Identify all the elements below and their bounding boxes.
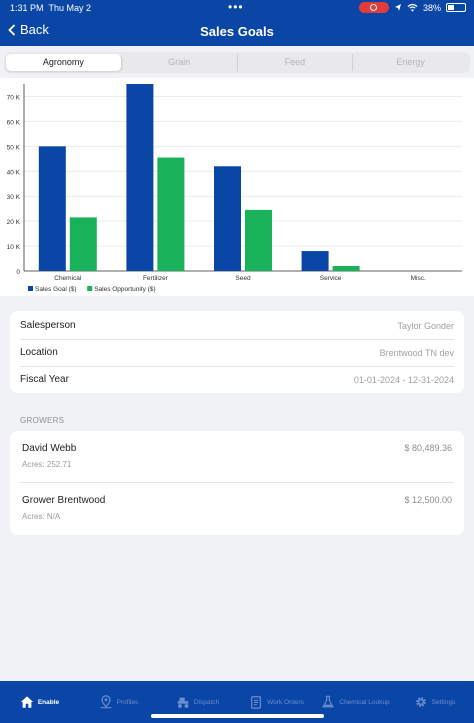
bar-chemical-series-2 bbox=[69, 217, 97, 271]
tabbar-label: Work Orders bbox=[267, 698, 304, 706]
grower-amount: $ 80,489.36 bbox=[404, 443, 452, 453]
location-value: Brentwood TN dev bbox=[379, 347, 454, 358]
growers-section-label: GROWERS bbox=[20, 416, 65, 425]
grower-row-david-webb[interactable]: David Webb Acres: 252.71 $ 80,489.36 bbox=[22, 431, 452, 483]
fiscal-year-label: Fiscal Year bbox=[20, 374, 69, 385]
clipboard-icon bbox=[251, 696, 262, 709]
divider bbox=[20, 339, 454, 340]
x-tick-label: Misc. bbox=[411, 275, 426, 282]
x-tick-label: Chemical bbox=[54, 275, 82, 282]
bar-seed-series-2 bbox=[245, 209, 272, 271]
bar-fertilizer-series-2 bbox=[157, 157, 185, 271]
legend-label: Sales Goal ($) bbox=[35, 286, 77, 293]
tabbar-chemical-lookup[interactable]: Chemical Lookup bbox=[316, 681, 395, 723]
tabbar-label: Profiles bbox=[116, 698, 139, 706]
divider bbox=[20, 482, 454, 483]
page-title: Sales Goals bbox=[200, 24, 274, 39]
home-icon bbox=[20, 696, 33, 708]
grower-name: Grower Brentwood bbox=[22, 495, 106, 506]
grower-acres: Acres: 252.71 bbox=[22, 460, 72, 469]
grower-row-grower-brentwood[interactable]: Grower Brentwood Acres: N/A $ 12,500.00 bbox=[22, 483, 452, 535]
grower-name: David Webb bbox=[22, 443, 77, 454]
x-tick-label: Seed bbox=[235, 275, 251, 282]
bar-chemical-series-1 bbox=[38, 146, 66, 271]
status-right: 38% bbox=[358, 2, 466, 13]
tabbar-label: Dispatch bbox=[193, 698, 220, 706]
back-label: Back bbox=[20, 22, 49, 37]
sales-goals-chart: 0 10 K 20 K 30 K 40 K 50 K 60 K 70 K Chemical Fer… bbox=[0, 78, 474, 296]
salesperson-row: Salesperson Taylor Gonder bbox=[20, 312, 454, 339]
battery-icon bbox=[446, 3, 466, 12]
nav-header: 1:31 PM Thu May 2 ••• 38% Back Sales Goa… bbox=[0, 0, 474, 46]
divider bbox=[20, 366, 454, 367]
screen-record-icon bbox=[358, 2, 389, 13]
salesperson-value: Taylor Gonder bbox=[397, 320, 454, 331]
info-card: Salesperson Taylor Gonder Location Brent… bbox=[10, 311, 464, 393]
growers-card: David Webb Acres: 252.71 $ 80,489.36 Gro… bbox=[10, 431, 464, 535]
y-tick-label: 0 bbox=[16, 269, 20, 276]
tab-agronomy[interactable]: Agronomy bbox=[6, 54, 122, 71]
location-label: Location bbox=[20, 347, 58, 358]
home-indicator bbox=[151, 714, 324, 718]
category-segmented-control: Agronomy Grain Feed Energy bbox=[4, 52, 470, 73]
y-tick-label: 50 K bbox=[7, 144, 21, 151]
y-tick-label: 40 K bbox=[7, 169, 21, 176]
tab-grain[interactable]: Grain bbox=[122, 54, 238, 71]
tabbar-dispatch[interactable]: Dispatch bbox=[158, 681, 237, 723]
bar-seed-series-1 bbox=[214, 166, 241, 271]
tabbar-label: Settings bbox=[431, 698, 456, 706]
tab-energy[interactable]: Energy bbox=[396, 57, 425, 67]
grower-amount: $ 12,500.00 bbox=[404, 495, 452, 505]
gear-icon bbox=[415, 697, 426, 707]
status-bar: 1:31 PM Thu May 2 ••• 38% bbox=[0, 0, 474, 16]
location-row: Location Brentwood TN dev bbox=[20, 339, 454, 366]
x-tick-label: Fertilizer bbox=[143, 275, 169, 282]
fiscal-year-row: Fiscal Year 01-01-2024 - 12-31-2024 bbox=[20, 366, 454, 393]
chevron-left-icon bbox=[8, 23, 16, 36]
bar-service-series-1 bbox=[301, 251, 329, 271]
multitask-dots-icon[interactable]: ••• bbox=[228, 0, 244, 14]
status-time: 1:31 PM Thu May 2 bbox=[10, 3, 92, 13]
legend-swatch bbox=[28, 286, 33, 291]
y-tick-label: 10 K bbox=[7, 244, 21, 251]
tabbar-label: Enable bbox=[37, 698, 60, 706]
legend-swatch bbox=[87, 286, 93, 291]
map-pin-icon bbox=[100, 695, 111, 709]
flask-icon bbox=[322, 695, 335, 708]
back-button[interactable]: Back bbox=[8, 22, 49, 37]
tabbar-enable[interactable]: Enable bbox=[0, 681, 79, 723]
battery-percent: 38% bbox=[422, 2, 441, 13]
fiscal-year-value: 01-01-2024 - 12-31-2024 bbox=[353, 374, 454, 385]
bar-service-series-2 bbox=[332, 266, 360, 271]
location-arrow-icon bbox=[394, 4, 401, 11]
tabbar-settings[interactable]: Settings bbox=[395, 681, 474, 723]
bar-fertilizer-series-1 bbox=[126, 84, 154, 271]
wifi-icon bbox=[407, 3, 418, 12]
tab-feed[interactable]: Feed bbox=[238, 54, 354, 71]
legend-label: Sales Opportunity ($) bbox=[94, 286, 155, 293]
grower-acres: Acres: N/A bbox=[22, 512, 61, 521]
tabbar-work-orders[interactable]: Work Orders bbox=[237, 681, 316, 723]
salesperson-label: Salesperson bbox=[20, 320, 76, 331]
tabbar-profiles[interactable]: Profiles bbox=[79, 681, 158, 723]
y-tick-label: 60 K bbox=[7, 119, 21, 126]
y-tick-label: 20 K bbox=[7, 219, 21, 226]
x-tick-label: Service bbox=[320, 275, 342, 282]
bar-chart: 0 10 K 20 K 30 K 40 K 50 K 60 K 70 K Chemical Fer… bbox=[7, 84, 462, 293]
tractor-icon bbox=[177, 697, 189, 708]
tabbar-label: Chemical Lookup bbox=[339, 698, 390, 706]
y-tick-label: 70 K bbox=[7, 94, 21, 101]
y-tick-label: 30 K bbox=[7, 194, 21, 201]
